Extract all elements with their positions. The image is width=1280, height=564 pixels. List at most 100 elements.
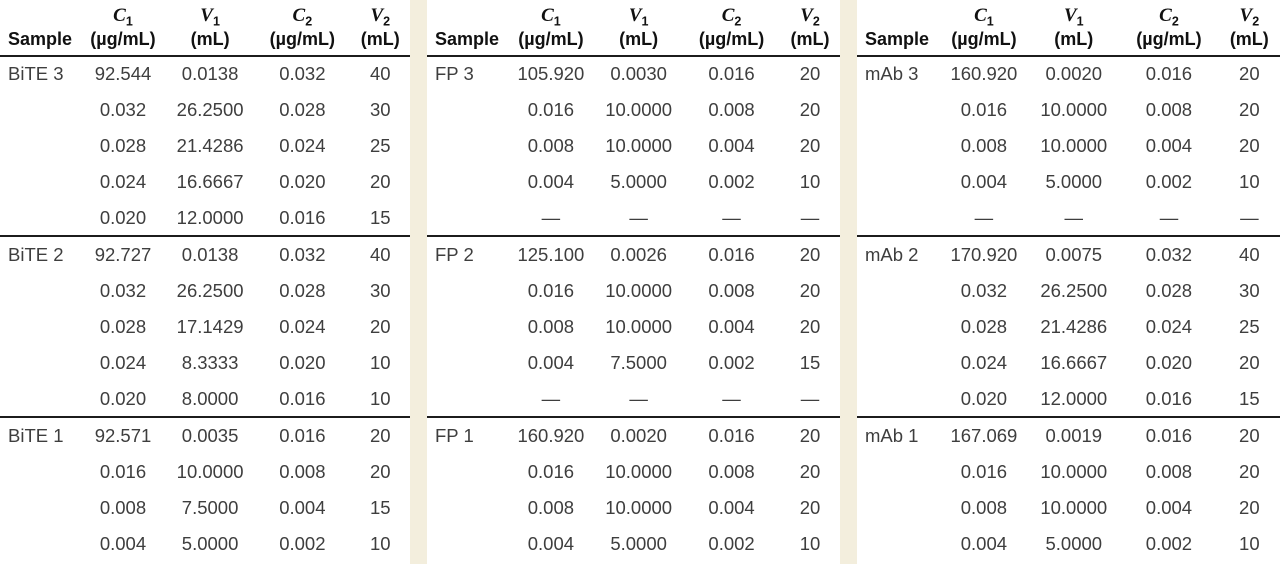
sample-cell [857,526,939,562]
value-cell: 0.004 [279,496,326,518]
value-cell: 10.0000 [1040,134,1108,156]
value-cell: 0.028 [279,98,326,120]
value-cell: 40 [369,244,391,266]
value-cell: 26.2500 [176,279,244,301]
value-cell: 10 [369,533,391,555]
value-cell: 10 [799,533,821,555]
value-cell: 0.008 [527,496,575,518]
value-cell: 20 [799,460,821,482]
value-cell: 0.032 [279,63,326,85]
value-cell: — [722,387,741,409]
sample-cell [427,92,508,128]
sample-cell [857,345,939,381]
column-header-c2: C2 (µg/mL) [254,0,351,57]
table-row: 0.008 10.0000 0.004 20 [427,128,840,164]
value-cell: 10.0000 [605,496,673,518]
fp-table: Sample C1 (µg/mL) V1 (mL) C2 (µg/mL) V2 (mL) FP 3… [427,0,840,562]
table-row: 0.028 21.4286 0.024 25 [857,309,1280,345]
mab-table: Sample C1 (µg/mL) V1 (mL) C2 (µg/mL) V2 (mL) mAb … [857,0,1280,562]
table-row: 0.016 10.0000 0.008 20 [427,454,840,490]
value-cell: 0.024 [1145,315,1193,337]
table-row: FP 1 160.920 0.0020 0.016 20 [427,417,840,453]
value-cell: 10.0000 [176,460,244,482]
table-row: BiTE 3 92.544 0.0138 0.032 40 [0,56,410,92]
value-cell: 0.024 [960,352,1008,374]
table-header: Sample C1 (µg/mL) V1 (mL) C2 (µg/mL) V2 (mL) [857,0,1280,57]
value-cell: 10.0000 [1040,460,1108,482]
value-cell: 0.016 [708,63,755,85]
value-cell: 10.0000 [605,315,673,337]
sample-cell [427,454,508,490]
value-cell: 0.016 [279,424,326,446]
value-cell: 0.002 [708,352,755,374]
bite-panel: Sample C1 (µg/mL) V1 (mL) C2 (µg/mL) V2 (mL) BiTE… [0,0,410,564]
value-cell: — [974,206,994,228]
table-row: FP 2 125.100 0.0026 0.016 20 [427,236,840,272]
table-row: 0.024 16.6667 0.020 20 [857,345,1280,381]
column-header-v1: V1 (mL) [166,0,255,57]
sample-cell [427,490,508,526]
value-cell: 20 [1239,134,1260,156]
sample-cell [857,92,939,128]
value-cell: 0.004 [527,352,575,374]
sample-cell [857,200,939,236]
value-cell: 92.727 [94,244,152,266]
sample-cell [0,490,80,526]
value-cell: 20 [799,496,821,518]
table-row: 0.028 21.4286 0.024 25 [0,128,410,164]
sample-cell [0,128,80,164]
table-row: 0.020 12.0000 0.016 15 [857,381,1280,417]
value-cell: 7.5000 [181,496,239,518]
value-cell: 20 [799,244,821,266]
value-cell: — [1240,206,1259,228]
value-cell: 26.2500 [176,98,244,120]
sample-cell [0,309,80,345]
sample-cell [0,526,80,562]
value-cell: 20 [369,315,391,337]
value-cell: 0.004 [708,134,755,156]
value-cell: 5.0000 [610,533,667,555]
value-cell: — [629,206,648,228]
value-cell: 0.016 [960,460,1008,482]
value-cell: 0.0075 [1045,244,1103,266]
sample-cell: FP 1 [435,424,474,446]
value-cell: — [629,387,648,409]
sample-cell: mAb 3 [865,63,919,85]
value-cell: 5.0000 [1045,533,1103,555]
value-cell: 0.028 [960,315,1008,337]
sample-group: mAb 1 167.069 0.0019 0.016 20 0.016 10.0000 0.0… [857,417,1280,562]
panel-separator-2 [840,0,857,564]
value-cell: 0.002 [1145,533,1193,555]
value-cell: 10.0000 [605,134,673,156]
value-cell: 21.4286 [1040,315,1108,337]
value-cell: 160.920 [517,424,585,446]
table-row: 0.032 26.2500 0.028 30 [857,273,1280,309]
value-cell: 10 [799,171,821,193]
table-row: 0.008 10.0000 0.004 20 [857,490,1280,526]
value-cell: 0.004 [1145,496,1193,518]
value-cell: 17.1429 [176,315,244,337]
table-header: Sample C1 (µg/mL) V1 (mL) C2 (µg/mL) V2 (mL) [0,0,410,57]
sample-cell: FP 2 [435,244,474,266]
column-header-v2: V2 (mL) [1218,0,1280,57]
column-header-sample: Sample [857,0,940,57]
table-row: BiTE 2 92.727 0.0138 0.032 40 [0,236,410,272]
value-cell: 170.920 [950,244,1018,266]
value-cell: 92.544 [94,63,152,85]
value-cell: 0.002 [708,533,755,555]
value-cell: 20 [1239,63,1260,85]
value-cell: 25 [369,134,391,156]
value-cell: 8.3333 [181,352,239,374]
value-cell: 16.6667 [176,171,244,193]
value-cell: 12.0000 [176,206,244,228]
column-header-sample: Sample [427,0,508,57]
value-cell: 15 [369,206,391,228]
value-cell: 12.0000 [1040,387,1108,409]
value-cell: 0.0020 [1045,63,1103,85]
value-cell: 0.020 [99,206,147,228]
sample-cell: FP 3 [435,63,474,85]
value-cell: 5.0000 [610,171,667,193]
value-cell: 0.008 [279,460,326,482]
value-cell: 0.016 [708,424,755,446]
